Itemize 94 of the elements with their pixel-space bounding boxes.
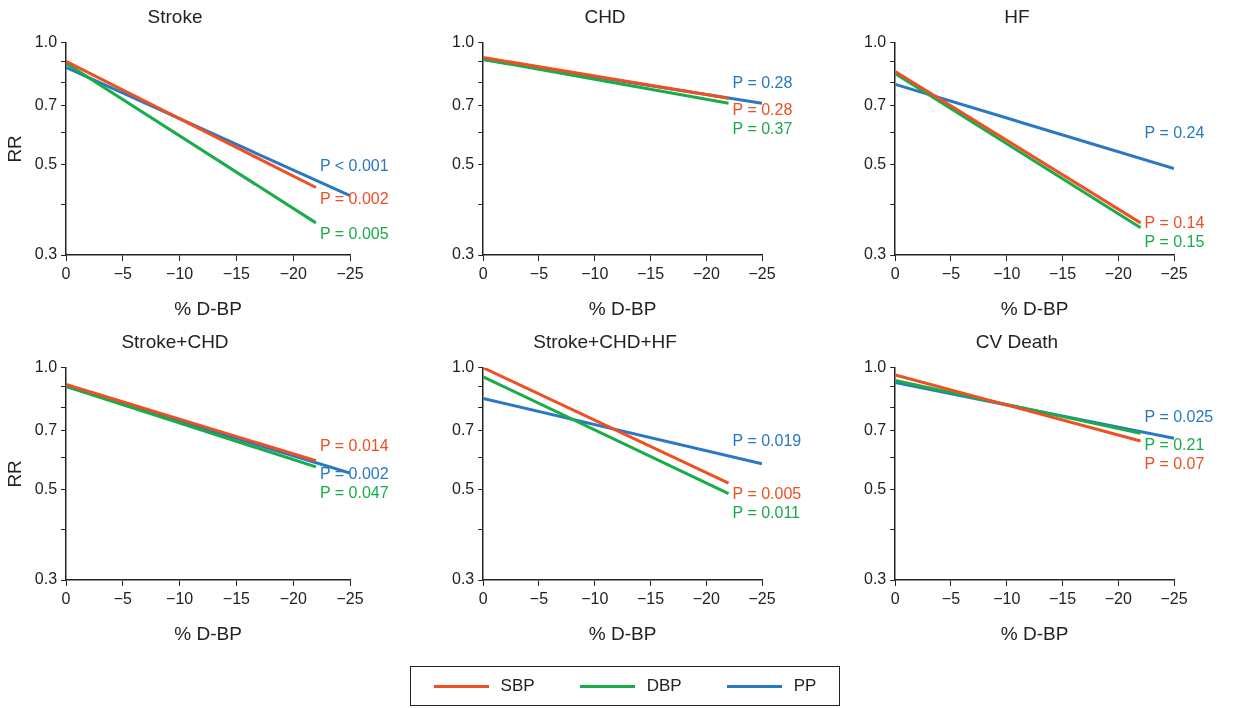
annotation: P = 0.011 bbox=[732, 504, 801, 522]
x-tick-label: −10 bbox=[993, 590, 1021, 608]
x-axis-title: % D-BP bbox=[588, 622, 657, 644]
x-tick-label: −5 bbox=[529, 265, 549, 283]
x-tick-label: −5 bbox=[941, 590, 961, 608]
x-axis-title: % D-BP bbox=[174, 297, 242, 319]
annotation: P = 0.21 bbox=[1144, 435, 1205, 453]
annotation: P = 0.28 bbox=[732, 100, 793, 118]
y-tick-label: 0.3 bbox=[451, 570, 475, 588]
y-tick-label: 0.5 bbox=[451, 155, 475, 173]
annotation: P = 0.047 bbox=[319, 484, 389, 502]
x-axis-title: % D-BP bbox=[1000, 622, 1069, 644]
x-tick-label: −25 bbox=[1160, 265, 1188, 283]
y-tick-label: 0.3 bbox=[451, 245, 475, 263]
y-axis-title: RR bbox=[3, 135, 25, 163]
y-tick-label: 0.7 bbox=[451, 421, 475, 439]
x-tick-label: −25 bbox=[336, 265, 364, 283]
annotation: P = 0.019 bbox=[732, 432, 802, 450]
x-tick-label: −20 bbox=[692, 265, 720, 283]
x-tick-label: −25 bbox=[336, 590, 364, 608]
legend-label: SBP bbox=[500, 676, 535, 696]
chart-title: CV Death bbox=[975, 330, 1059, 352]
y-tick-label: 0.7 bbox=[863, 421, 887, 439]
annotation: P = 0.24 bbox=[1144, 123, 1205, 141]
y-tick-label: 0.5 bbox=[34, 155, 58, 173]
y-tick-label: 0.5 bbox=[34, 480, 58, 498]
x-tick-label: −25 bbox=[1160, 590, 1188, 608]
x-tick-label: −10 bbox=[166, 265, 194, 283]
x-tick-label: −5 bbox=[113, 265, 133, 283]
y-tick-label: 0.3 bbox=[863, 245, 887, 263]
x-tick-label: 0 bbox=[890, 265, 900, 283]
x-tick-label: 0 bbox=[61, 265, 71, 283]
x-axis-title: % D-BP bbox=[588, 297, 657, 319]
chart-title: HF bbox=[1004, 5, 1030, 27]
x-axis-title: % D-BP bbox=[1000, 297, 1069, 319]
annotation: P = 0.07 bbox=[1144, 454, 1205, 472]
y-tick-label: 0.3 bbox=[34, 570, 58, 588]
x-tick-label: −20 bbox=[1104, 265, 1132, 283]
x-tick-label: −20 bbox=[1104, 590, 1132, 608]
x-tick-label: −15 bbox=[1048, 265, 1077, 283]
x-tick-label: 0 bbox=[61, 590, 71, 608]
annotation: P = 0.005 bbox=[319, 225, 389, 243]
x-tick-label: −15 bbox=[222, 590, 251, 608]
y-tick-label: 0.5 bbox=[451, 480, 475, 498]
annotation: P = 0.014 bbox=[319, 437, 389, 455]
annotation: P = 0.28 bbox=[732, 74, 793, 92]
y-tick-label: 1.0 bbox=[451, 33, 475, 51]
annotation: P = 0.002 bbox=[319, 189, 389, 207]
y-tick-label: 0.7 bbox=[34, 421, 58, 439]
x-tick-label: 0 bbox=[890, 590, 900, 608]
x-tick-label: −10 bbox=[166, 590, 194, 608]
y-tick-label: 1.0 bbox=[863, 33, 887, 51]
x-tick-label: 0 bbox=[478, 265, 488, 283]
x-tick-label: −20 bbox=[279, 265, 307, 283]
legend-label: DBP bbox=[646, 676, 682, 696]
y-tick-label: 1.0 bbox=[451, 358, 475, 376]
y-tick-label: 0.7 bbox=[863, 96, 887, 114]
x-tick-label: −15 bbox=[636, 265, 665, 283]
chart-title: CHD bbox=[584, 5, 626, 27]
annotation: P = 0.025 bbox=[1144, 408, 1214, 426]
chart-title: Stroke+CHD bbox=[121, 330, 229, 352]
chart-title: Stroke bbox=[147, 5, 203, 27]
chart-title: Stroke+CHD+HF bbox=[533, 330, 677, 352]
y-tick-label: 1.0 bbox=[863, 358, 887, 376]
x-tick-label: −15 bbox=[636, 590, 665, 608]
annotation: P = 0.005 bbox=[732, 485, 802, 503]
x-tick-label: −15 bbox=[222, 265, 251, 283]
y-tick-label: 1.0 bbox=[34, 358, 58, 376]
y-axis-title: RR bbox=[3, 460, 25, 488]
annotation: P < 0.001 bbox=[319, 156, 389, 174]
x-axis-title: % D-BP bbox=[174, 622, 242, 644]
annotation: P = 0.14 bbox=[1144, 214, 1205, 232]
x-tick-label: −25 bbox=[748, 265, 776, 283]
y-tick-label: 0.7 bbox=[451, 96, 475, 114]
x-tick-label: −10 bbox=[581, 590, 609, 608]
x-tick-label: −20 bbox=[279, 590, 307, 608]
annotation: P = 0.37 bbox=[732, 119, 793, 137]
x-tick-label: −10 bbox=[993, 265, 1021, 283]
x-tick-label: −5 bbox=[529, 590, 549, 608]
legend-label: PP bbox=[793, 676, 817, 696]
annotation: P = 0.15 bbox=[1144, 233, 1205, 251]
y-tick-label: 0.3 bbox=[34, 245, 58, 263]
y-tick-label: 0.3 bbox=[863, 570, 887, 588]
x-tick-label: 0 bbox=[478, 590, 488, 608]
x-tick-label: −25 bbox=[748, 590, 776, 608]
x-tick-label: −15 bbox=[1048, 590, 1077, 608]
x-tick-label: −20 bbox=[692, 590, 720, 608]
y-tick-label: 0.5 bbox=[863, 480, 887, 498]
y-tick-label: 0.5 bbox=[863, 155, 887, 173]
x-tick-label: −5 bbox=[941, 265, 961, 283]
x-tick-label: −10 bbox=[581, 265, 609, 283]
y-tick-label: 1.0 bbox=[34, 33, 58, 51]
y-tick-label: 0.7 bbox=[34, 96, 58, 114]
x-tick-label: −5 bbox=[113, 590, 133, 608]
